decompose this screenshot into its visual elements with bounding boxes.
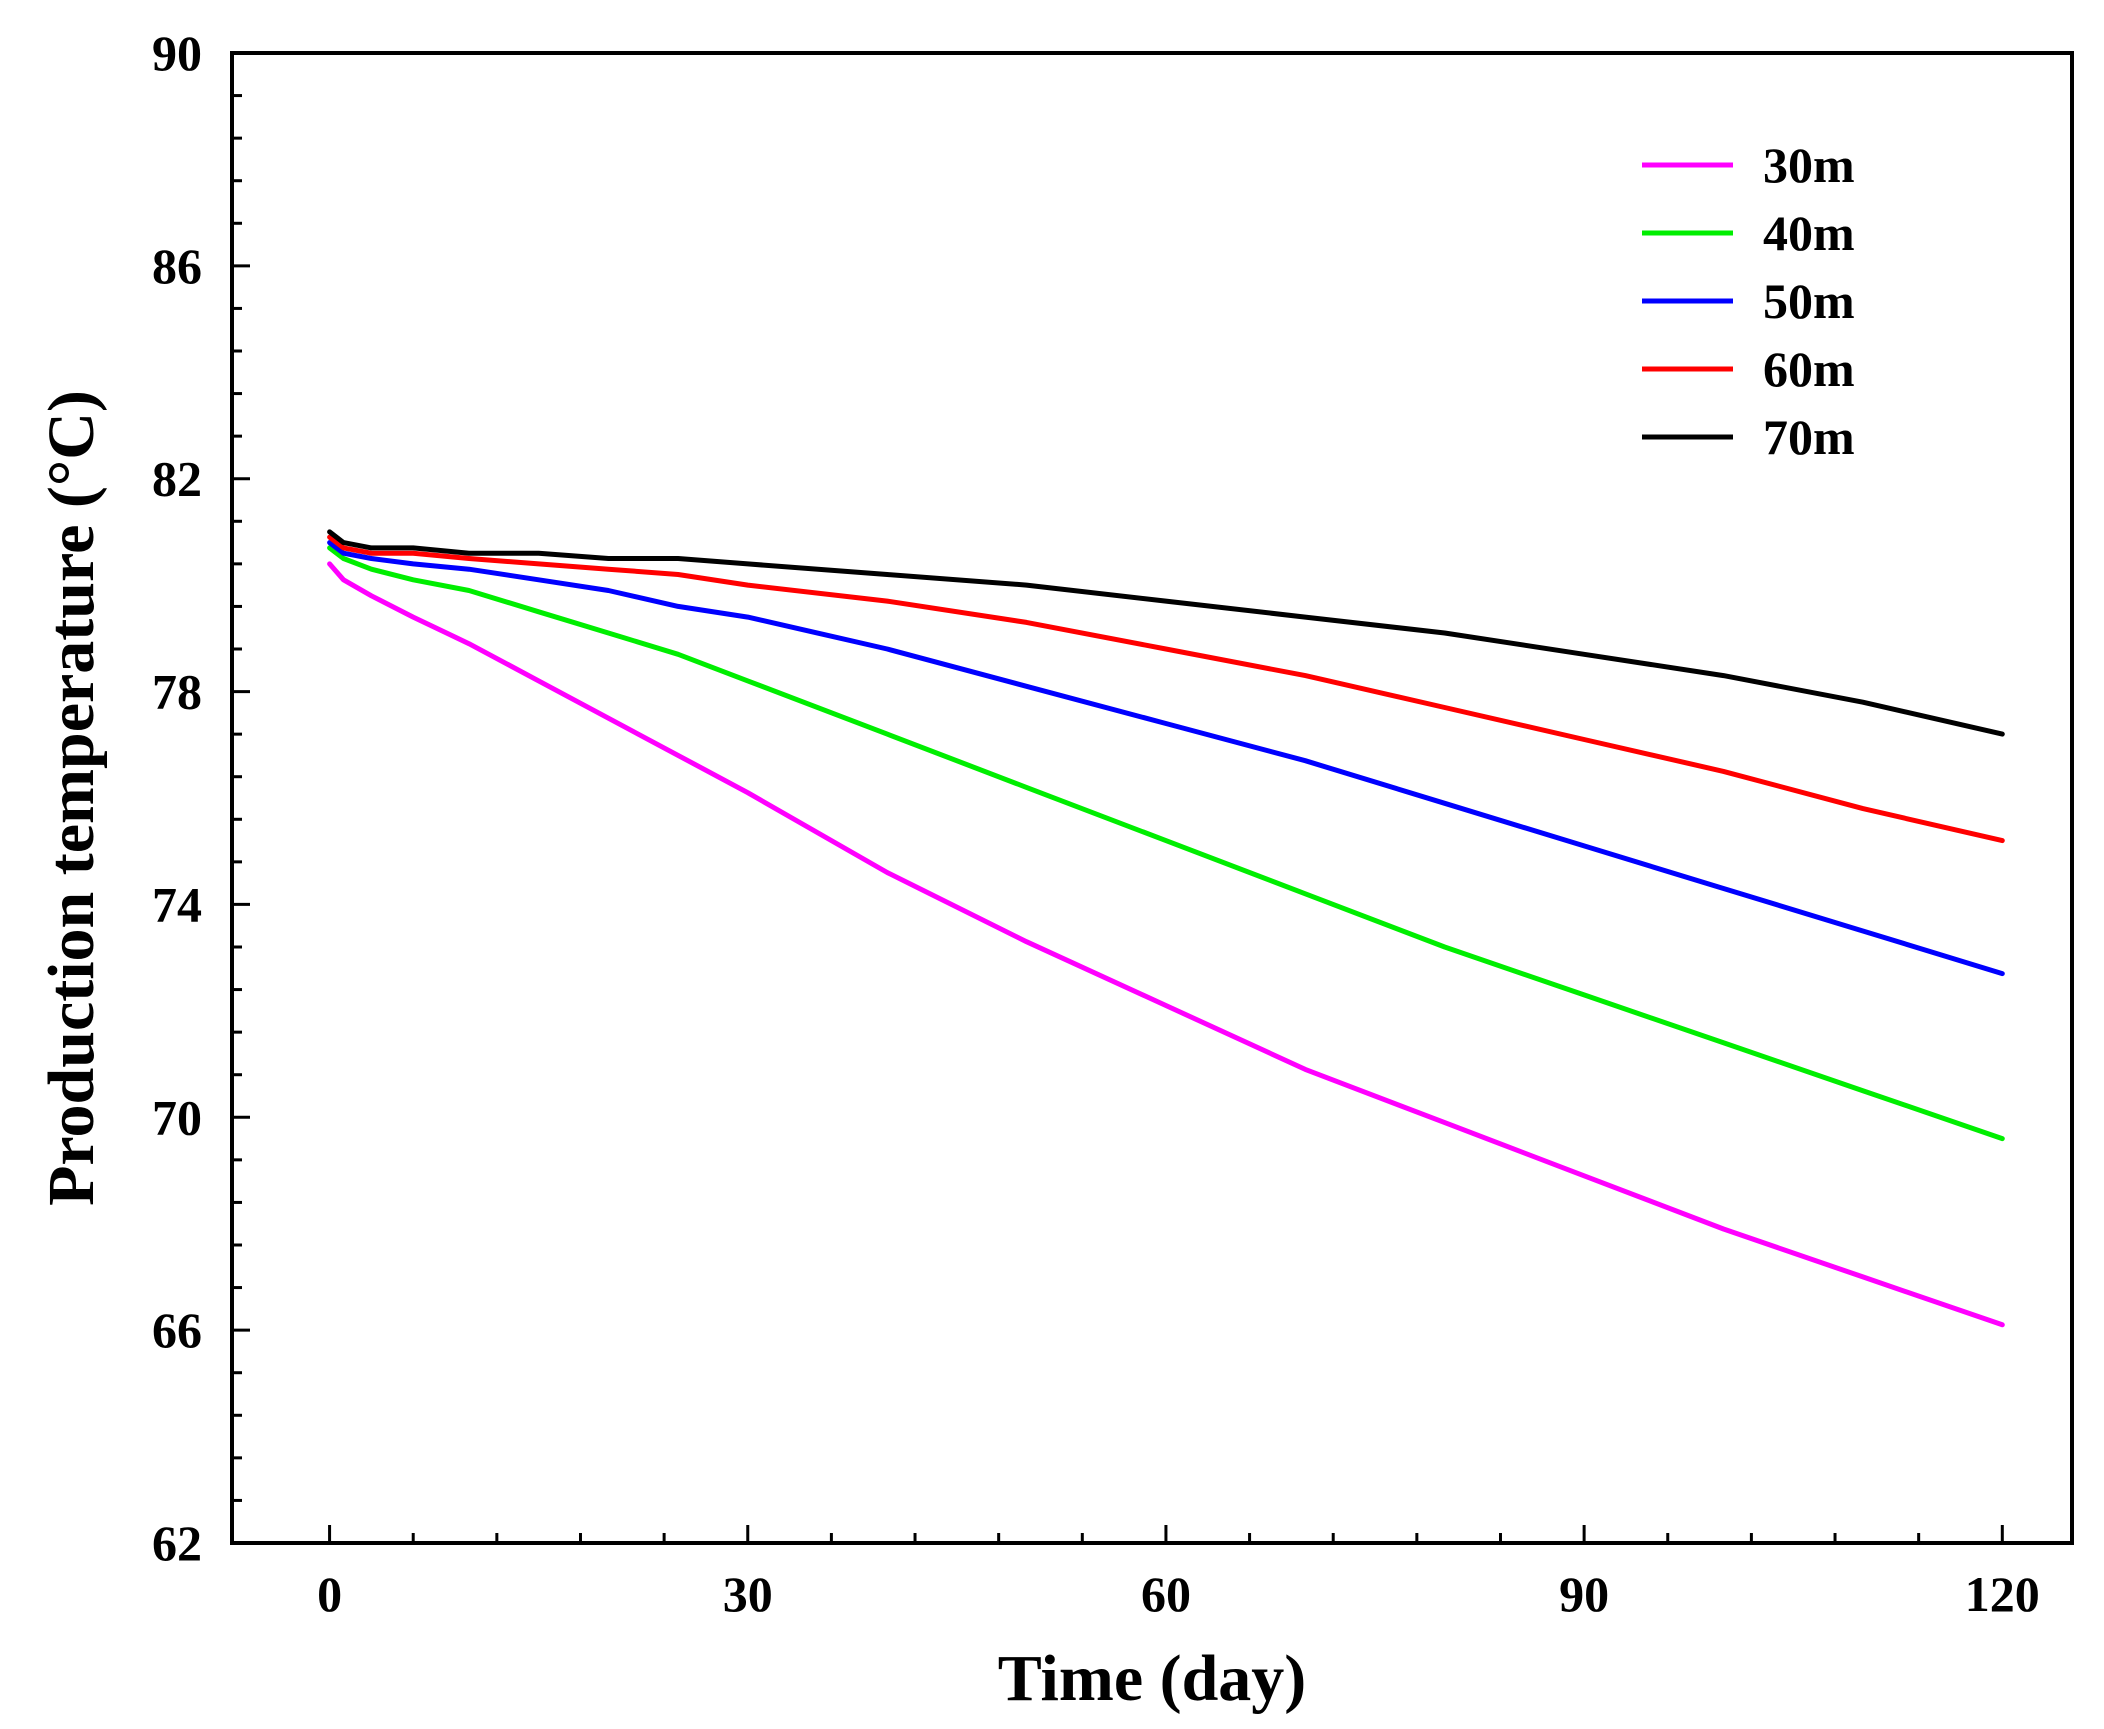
y-tick-label: 66 [152,1302,202,1358]
y-tick-label: 82 [152,451,202,507]
plot-frame [230,51,2074,1545]
legend: 30m 40m 50m 60m 70m [1642,137,1855,465]
y-tick-label: 62 [152,1515,202,1571]
x-tick-label: 0 [317,1566,342,1622]
series-line-50m [327,540,2005,977]
y-tick-label: 90 [152,25,202,81]
legend-label-50m: 50m [1763,273,1855,329]
x-tick-label: 120 [1965,1566,2040,1622]
x-tick-label: 60 [1141,1566,1191,1622]
y-tick-label: 70 [152,1089,202,1145]
legend-label-40m: 40m [1763,205,1855,261]
y-tick-label: 86 [152,238,202,294]
tick-labels: 0 30 60 90 120 62 66 70 74 78 82 86 90 [152,25,2040,1622]
series-layer [327,529,2005,1328]
y-tick-label: 78 [152,664,202,720]
series-line-60m [327,534,2005,844]
legend-label-60m: 60m [1763,341,1855,397]
y-tick-label: 74 [152,876,202,932]
y-axis-title: Production temperature (°C) [35,390,108,1206]
x-tick-label: 90 [1559,1566,1609,1622]
legend-label-70m: 70m [1763,409,1855,465]
axis-ticks [232,51,2004,1545]
x-tick-label: 30 [723,1566,773,1622]
series-line-70m [327,529,2005,737]
legend-label-30m: 30m [1763,137,1855,193]
x-axis-title: Time (day) [998,1642,1307,1715]
series-line-40m [327,545,2005,1142]
series-line-30m [327,561,2005,1328]
